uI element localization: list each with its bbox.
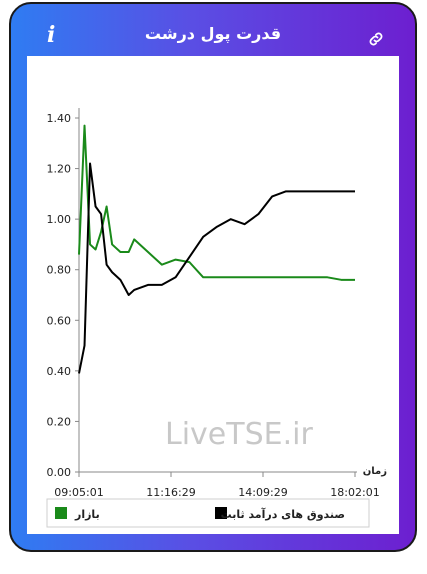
y-tick-label: 0.80 (47, 264, 72, 277)
y-tick-label: 0.60 (47, 314, 72, 327)
y-tick-label: 1.40 (47, 112, 72, 125)
legend-label-market: بازار (74, 508, 100, 521)
x-tick-label: 11:16:29 (146, 486, 195, 499)
legend: بازار صندوق های درآمد ثابت (46, 498, 370, 528)
y-tick-label: 0.00 (47, 466, 72, 479)
link-icon[interactable] (367, 30, 385, 48)
x-tick-label: 18:02:01 (330, 486, 379, 499)
y-tick-label: 0.40 (47, 365, 72, 378)
legend-label-fund: صندوق های درآمد ثابت (221, 507, 345, 521)
watermark: LiveTSE.ir (165, 417, 313, 452)
x-axis: 09:05:01 11:16:29 14:09:29 18:02:01 زمان (54, 466, 387, 499)
y-axis: 0.00 0.20 0.40 0.60 0.80 1.00 1.20 1.40 (47, 108, 80, 479)
chart-card: i قدرت پول درشت LiveTSE.ir 0.00 0.20 0.40 0… (9, 2, 417, 552)
y-tick-label: 1.00 (47, 213, 72, 226)
chart-panel: LiveTSE.ir 0.00 0.20 0.40 0.60 0.80 1.00 1.20 1… (27, 56, 399, 534)
legend-swatch-fund (215, 507, 227, 519)
series-lines (78, 124, 355, 374)
x-tick-label: 09:05:01 (54, 486, 103, 499)
series-line-market (78, 124, 355, 281)
y-tick-label: 1.20 (47, 163, 72, 176)
legend-swatch-market (55, 507, 67, 519)
info-icon[interactable]: i (47, 22, 56, 48)
series-line-fund (78, 162, 355, 374)
card-header: i قدرت پول درشت (11, 4, 415, 56)
chart-title: قدرت پول درشت (144, 24, 282, 43)
legend-box (46, 498, 370, 528)
x-axis-label: زمان (363, 466, 387, 477)
y-tick-label: 0.20 (47, 415, 72, 428)
line-chart: LiveTSE.ir 0.00 0.20 0.40 0.60 0.80 1.00 1.20 1… (46, 108, 387, 528)
x-tick-label: 14:09:29 (238, 486, 287, 499)
